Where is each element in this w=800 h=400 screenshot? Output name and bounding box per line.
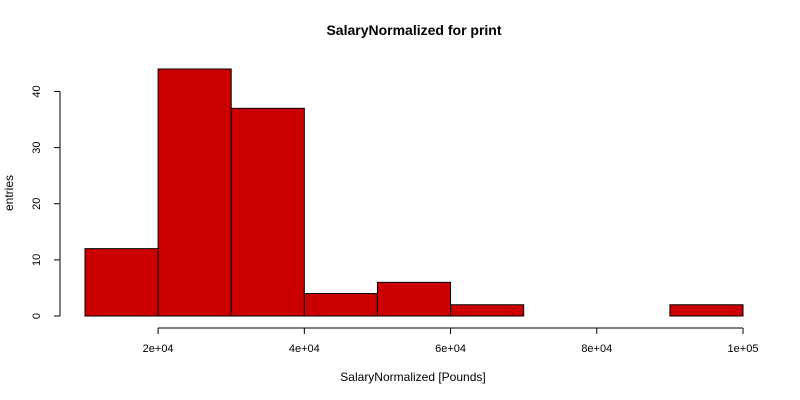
x-tick-label: 1e+05 [728, 343, 759, 355]
y-tick-label: 10 [31, 254, 43, 266]
x-axis-label: SalaryNormalized [Pounds] [340, 370, 485, 384]
histogram-bar-1 [84, 248, 159, 317]
histogram-bar-6 [450, 304, 525, 317]
y-tick-label: 30 [31, 141, 43, 153]
x-axis: 2e+04 4e+04 6e+04 8e+04 1e+05 [143, 327, 759, 355]
histogram-bar-9 [669, 304, 744, 317]
histogram-bar-2 [157, 68, 232, 317]
y-tick-label: 0 [31, 313, 43, 319]
histogram-bar-3 [230, 107, 305, 317]
x-tick-label: 2e+04 [143, 343, 174, 355]
x-tick-label: 8e+04 [581, 343, 612, 355]
y-tick-label: 40 [31, 85, 43, 97]
bars-group [84, 68, 744, 317]
y-axis-label: entries [2, 175, 16, 211]
x-tick-label: 4e+04 [289, 343, 320, 355]
histogram-bar-4 [303, 293, 378, 317]
y-tick-label: 20 [31, 198, 43, 210]
histogram-bar-5 [376, 281, 452, 317]
x-tick-label: 6e+04 [435, 343, 466, 355]
y-axis: 0 10 20 30 40 [31, 85, 61, 319]
chart-title: SalaryNormalized for print [326, 22, 501, 38]
